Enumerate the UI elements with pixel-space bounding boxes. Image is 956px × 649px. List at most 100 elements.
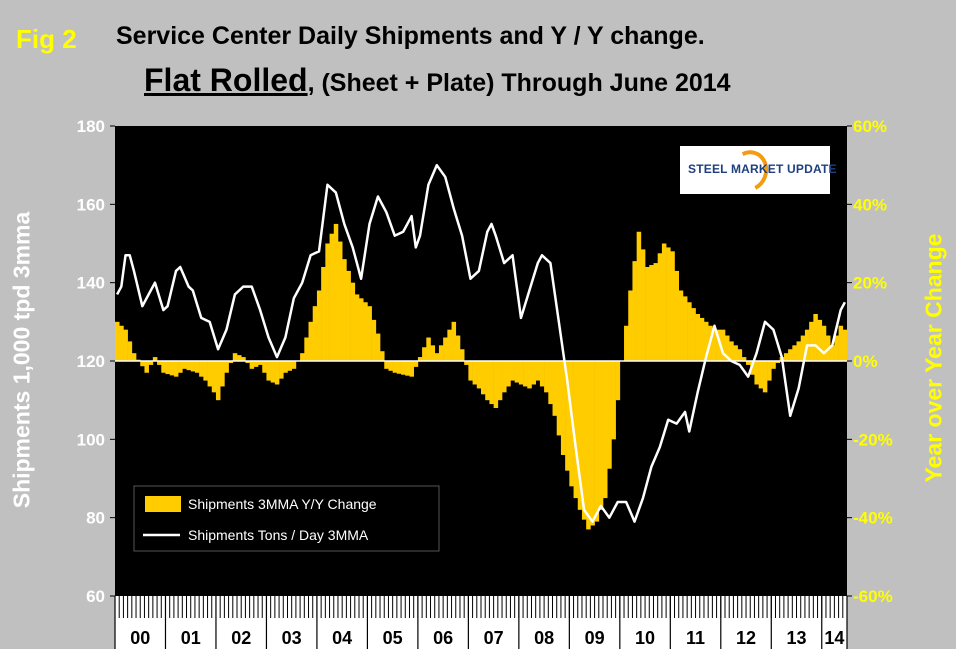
yoy-bar	[245, 361, 250, 363]
yoy-bar	[636, 231, 642, 361]
yoy-bar	[813, 314, 818, 361]
yoy-bar	[363, 302, 368, 361]
x-tick-label: 04	[332, 628, 352, 648]
yoy-bar	[337, 241, 343, 361]
yoy-bar	[342, 259, 347, 361]
yoy-bar	[438, 345, 444, 361]
shipments-line	[115, 163, 847, 523]
legend: Shipments 3MMA Y/Y Change Shipments Tons…	[133, 485, 440, 552]
x-tick-label: 11	[686, 628, 705, 648]
yoy-bar	[472, 361, 478, 385]
yoy-bar	[502, 361, 507, 393]
yoy-bar	[691, 308, 696, 362]
y-right-tick-label: 40%	[853, 195, 887, 214]
axes-layer: 60 80 100 120 140 160 180 -60% -40% -20% 0% 20% 40% 6…	[77, 117, 893, 649]
x-tick-label: 08	[534, 628, 554, 648]
yoy-bar	[670, 251, 675, 361]
yoy-bar	[645, 267, 650, 361]
yoy-bar	[333, 223, 339, 361]
yoy-bar	[199, 361, 204, 377]
yoy-bar	[741, 357, 747, 361]
yoy-bar	[350, 282, 356, 361]
yoy-bar	[771, 361, 776, 369]
x-tick-label: 10	[635, 628, 655, 648]
yoy-bar	[523, 361, 528, 387]
yoy-bar	[220, 361, 225, 387]
yoy-bar	[304, 337, 309, 361]
yoy-bar	[359, 298, 364, 361]
yoy-bar	[733, 345, 738, 361]
yoy-bar	[388, 361, 393, 371]
yoy-bar	[830, 345, 835, 361]
x-tick-label: 14	[824, 628, 844, 648]
yoy-bar	[451, 321, 457, 361]
yoy-bar	[321, 267, 326, 361]
x-tick-label: 07	[484, 628, 504, 648]
yoy-bar	[800, 335, 806, 361]
yoy-bar	[152, 357, 158, 361]
yoy-bar	[375, 333, 381, 361]
yoy-bar	[157, 361, 162, 365]
yoy-bar	[131, 353, 137, 361]
legend-label-bars: Shipments 3MMA Y/Y Change	[188, 496, 377, 512]
yoy-bar	[556, 361, 562, 436]
yoy-bar	[144, 361, 149, 373]
yoy-bar	[300, 353, 305, 361]
x-tick-label: 03	[282, 628, 302, 648]
yoy-bar	[384, 361, 389, 369]
yoy-bar	[274, 361, 280, 385]
yoy-bar	[237, 355, 242, 362]
y-left-tick-label: 100	[77, 430, 105, 449]
yoy-bar	[775, 361, 780, 363]
yoy-bar	[821, 325, 827, 361]
yoy-bar	[211, 361, 217, 393]
yoy-bar	[291, 361, 297, 369]
title-emphasis: Flat Rolled	[144, 62, 308, 98]
yoy-bar	[241, 357, 246, 361]
yoy-bar	[283, 361, 288, 373]
yoy-bar	[514, 361, 520, 383]
yoy-bar	[649, 265, 654, 361]
yoy-bar	[624, 325, 629, 361]
yoy-bar	[262, 361, 267, 373]
yoy-bar	[161, 361, 166, 373]
legend-label-line: Shipments Tons / Day 3MMA	[188, 527, 369, 543]
yoy-bar	[287, 361, 292, 371]
y-right-tick-label: 20%	[853, 274, 887, 293]
y-left-tick-label: 60	[86, 587, 105, 606]
yoy-bar	[249, 361, 255, 369]
yoy-bar	[127, 341, 133, 361]
yoy-bar	[817, 319, 823, 362]
yoy-bar	[716, 329, 722, 361]
y-left-tick-label: 140	[77, 274, 105, 293]
yoy-bar	[279, 361, 284, 379]
yoy-bar	[615, 361, 621, 401]
yoy-bar	[380, 351, 385, 361]
yoy-bar	[590, 361, 595, 526]
x-tick-label: 12	[736, 628, 756, 648]
yoy-bar	[628, 290, 633, 361]
yoy-bar	[417, 357, 423, 361]
yoy-bar	[809, 321, 814, 361]
y-right-tick-label: 0%	[853, 352, 878, 371]
yoy-bar	[194, 361, 200, 373]
legend-box	[133, 485, 440, 552]
yoy-bar	[316, 290, 322, 361]
y-left-tick-label: 160	[77, 195, 105, 214]
yoy-bar	[207, 361, 213, 387]
yoy-bar	[422, 347, 427, 361]
yoy-bar	[224, 361, 229, 373]
logo-text: STEEL MARKET UPDATE	[688, 162, 837, 176]
yoy-bar	[413, 361, 419, 367]
yoy-bar	[232, 353, 238, 361]
yoy-bar	[228, 361, 234, 363]
yoy-bar	[464, 361, 469, 365]
legend-swatch-bars	[145, 496, 181, 512]
yoy-bar	[409, 361, 414, 377]
yoy-bar	[678, 290, 684, 361]
yoy-bar	[640, 249, 646, 362]
yoy-bar	[308, 321, 314, 361]
yoy-bar	[173, 361, 179, 377]
yoy-bar	[695, 314, 701, 361]
